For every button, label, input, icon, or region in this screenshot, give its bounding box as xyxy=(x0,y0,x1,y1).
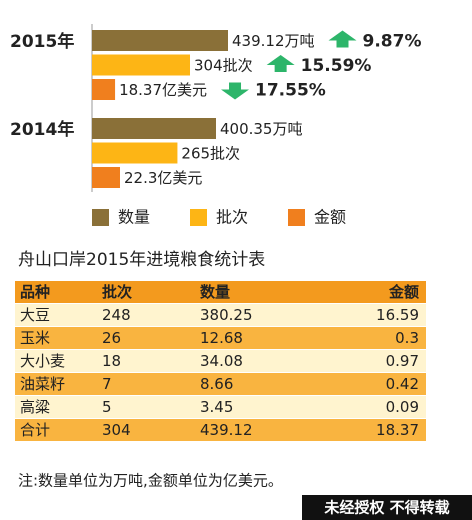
bar xyxy=(92,118,216,139)
table-row-cell: 合计 xyxy=(20,421,50,439)
table-row-bg xyxy=(15,327,426,349)
table-row-cell: 高粱 xyxy=(20,398,50,416)
table-row-cell: 7 xyxy=(102,375,112,393)
legend-swatch xyxy=(190,209,207,226)
table-row-cell: 0.09 xyxy=(386,398,419,416)
table-header-cell: 品种 xyxy=(20,283,50,301)
table-row-bg xyxy=(15,396,426,418)
change-arrow xyxy=(328,30,357,48)
bar xyxy=(92,167,120,188)
category-label: 2015年 xyxy=(10,31,74,52)
table-row-cell: 0.42 xyxy=(386,375,419,393)
legend-label: 金额 xyxy=(314,208,346,227)
table-row-cell: 16.59 xyxy=(376,306,419,324)
table-row-cell: 玉米 xyxy=(20,329,50,347)
table-row-cell: 0.3 xyxy=(395,329,419,347)
change-label: 17.55% xyxy=(255,81,326,101)
value-label: 439.12万吨 xyxy=(232,32,315,50)
table-row-cell: 3.45 xyxy=(200,398,233,416)
change-arrow xyxy=(266,55,295,72)
table-row-cell: 18 xyxy=(102,352,121,370)
table-row-cell: 8.66 xyxy=(200,375,233,393)
value-label: 265批次 xyxy=(181,145,240,163)
bar xyxy=(92,30,228,51)
table-title: 舟山口岸2015年进境粮食统计表 xyxy=(18,250,265,270)
table-row-bg xyxy=(15,419,426,441)
watermark-box xyxy=(302,495,472,520)
value-label: 304批次 xyxy=(194,57,253,75)
bar xyxy=(92,54,190,76)
table-row-cell: 12.68 xyxy=(200,329,243,347)
table-row-cell: 304 xyxy=(102,421,131,439)
table-header-cell: 批次 xyxy=(102,283,132,301)
change-label: 9.87% xyxy=(363,32,422,52)
table-row-cell: 34.08 xyxy=(200,352,243,370)
table-row-cell: 大豆 xyxy=(20,306,50,324)
table-row-cell: 439.12 xyxy=(200,421,253,439)
value-label: 400.35万吨 xyxy=(220,120,303,138)
table-row-cell: 380.25 xyxy=(200,306,253,324)
table-row-bg xyxy=(15,373,426,395)
table-row-cell: 大小麦 xyxy=(20,352,65,370)
table-row-cell: 5 xyxy=(102,398,112,416)
table-row-cell: 油菜籽 xyxy=(20,375,65,393)
table-row-bg xyxy=(15,304,426,326)
watermark: 未经授权 不得转载 xyxy=(323,499,449,517)
table-row-bg xyxy=(15,350,426,372)
change-arrow xyxy=(221,82,250,100)
value-label: 22.3亿美元 xyxy=(124,169,202,187)
table-row-cell: 0.97 xyxy=(386,352,419,370)
table-header-cell: 数量 xyxy=(200,283,230,301)
legend-swatch xyxy=(288,209,305,226)
legend-swatch xyxy=(92,209,109,226)
table-note: 注:数量单位为万吨,金额单位为亿美元。 xyxy=(18,472,283,490)
change-label: 15.59% xyxy=(301,56,372,76)
bar xyxy=(92,142,178,164)
bar xyxy=(92,79,116,100)
value-label: 18.37亿美元 xyxy=(119,81,207,99)
table-row-cell: 248 xyxy=(102,306,131,324)
table-row-cell: 26 xyxy=(102,329,121,347)
legend-label: 批次 xyxy=(216,208,248,227)
table-header-cell: 金额 xyxy=(388,283,419,301)
table-header-bg xyxy=(15,281,426,303)
legend-label: 数量 xyxy=(118,208,150,227)
category-label: 2014年 xyxy=(10,119,74,140)
table-row-cell: 18.37 xyxy=(376,421,419,439)
